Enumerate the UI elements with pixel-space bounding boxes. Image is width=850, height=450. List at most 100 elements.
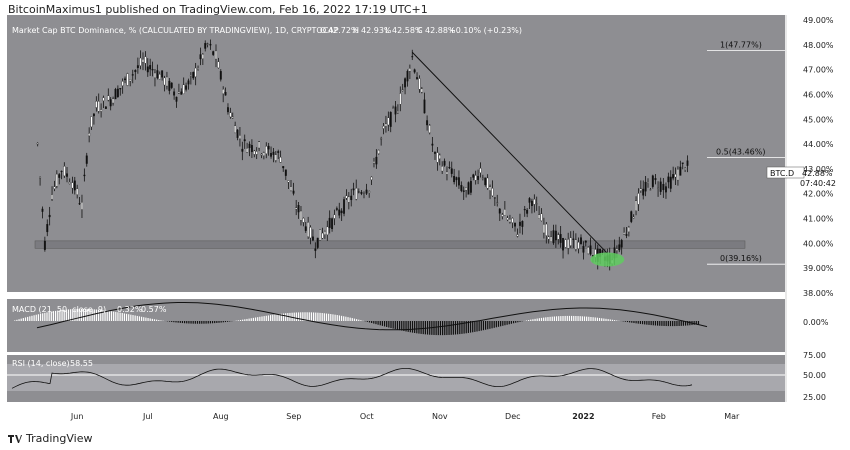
candle-body — [104, 106, 107, 109]
candle-body — [282, 166, 285, 169]
candle-body — [434, 151, 436, 154]
macd-bar — [575, 315, 577, 321]
macd-bar — [571, 315, 573, 321]
macd-bar — [573, 315, 575, 321]
macd-axis-label: 0.00% — [803, 318, 829, 327]
macd-bar — [517, 321, 519, 323]
macd-bar — [633, 321, 635, 324]
macd-bar — [136, 315, 138, 321]
macd-bar — [149, 318, 151, 321]
candle-body — [109, 99, 112, 107]
candle-body — [523, 209, 526, 211]
candle-body — [363, 193, 365, 195]
macd-bar — [252, 317, 254, 321]
candle-body — [222, 89, 225, 94]
candle-body — [270, 153, 272, 157]
macd-bar — [487, 321, 489, 330]
macd-bar — [461, 321, 463, 334]
macd-bar — [682, 321, 684, 326]
macd-bar — [132, 315, 134, 321]
candle-body — [129, 79, 132, 82]
macd-bar — [534, 318, 536, 321]
candle-body — [516, 234, 519, 237]
macd-bar — [366, 321, 368, 322]
macd-bar — [20, 318, 22, 321]
candle-body — [250, 144, 253, 153]
macd-bar — [530, 319, 532, 321]
macd-bar — [457, 321, 459, 335]
macd-bar — [192, 321, 194, 324]
macd-bar — [519, 321, 521, 322]
candle-body — [559, 234, 562, 243]
macd-bar — [390, 321, 392, 329]
candle-body — [360, 191, 363, 194]
macd-bar — [300, 312, 302, 321]
candle-body — [168, 80, 171, 91]
chart-area[interactable]: 1(47.77%) 0.5(43.46%) 0(39.16%) Market Cap… — [7, 15, 845, 425]
macd-bar — [687, 321, 689, 326]
candle-body — [253, 150, 256, 155]
descending-trendline — [411, 51, 608, 254]
candle-body — [81, 202, 83, 210]
macd-bar — [274, 314, 276, 321]
macd-bar — [37, 314, 39, 321]
macd-bar — [375, 321, 377, 325]
price-tag-value: 42.88% — [802, 169, 833, 178]
y-tick-label: 43.00% — [803, 165, 834, 174]
candle-body — [373, 161, 375, 164]
macd-bar — [693, 321, 695, 325]
candle-body — [620, 240, 623, 248]
macd-bar — [360, 320, 362, 321]
macd-panel[interactable] — [7, 299, 785, 352]
y-tick-label: 45.00% — [803, 115, 834, 124]
macd-bar — [646, 321, 648, 325]
candle-body — [584, 240, 587, 243]
candle-body — [399, 93, 402, 105]
candle-body — [102, 97, 105, 101]
candle-body — [234, 125, 237, 134]
candle-body — [158, 74, 161, 80]
macd-bar — [188, 321, 190, 324]
macd-bar — [689, 321, 691, 326]
candle-body — [107, 95, 110, 101]
macd-bar — [564, 315, 566, 321]
macd-bar — [474, 321, 476, 332]
price-panel[interactable] — [7, 15, 785, 292]
macd-bar — [340, 315, 343, 321]
candle-body — [651, 175, 654, 187]
macd-bar — [205, 321, 207, 324]
macd-bar — [411, 321, 414, 333]
price-axis[interactable]: 49.00% 48.00% 47.00% 46.00% 45.00% 44.00% 43.0… — [785, 15, 834, 402]
macd-bar — [203, 321, 205, 324]
macd-bar — [171, 321, 173, 322]
candle-body — [76, 188, 79, 195]
candle-body — [542, 224, 545, 234]
candle-body — [309, 227, 312, 239]
x-tick-label: Jun — [70, 412, 84, 421]
candle-body — [262, 152, 265, 156]
candle-body — [55, 173, 58, 187]
time-axis[interactable]: Jun Jul Aug Sep Oct Nov Dec 2022 Feb Mar — [70, 412, 740, 421]
candle-body — [462, 190, 465, 192]
macd-bar — [179, 321, 181, 323]
macd-bar — [22, 318, 24, 321]
symbol-tag-text: BTC.D — [770, 169, 794, 178]
candle-body — [274, 154, 277, 161]
candle-body — [199, 54, 202, 60]
macd-bar — [315, 312, 317, 321]
macd-bar — [306, 312, 308, 321]
candle-body — [589, 245, 592, 255]
macd-bar — [336, 315, 338, 321]
candle-body — [460, 185, 463, 191]
candlestick-series — [36, 39, 689, 271]
candle-body — [554, 230, 557, 241]
macd-bar — [399, 321, 401, 331]
macd-bar — [59, 310, 61, 321]
chart-svg[interactable]: 1(47.77%) 0.5(43.46%) 0(39.16%) Market Cap… — [7, 15, 845, 425]
macd-bar — [106, 310, 108, 321]
macd-bar — [110, 311, 113, 321]
macd-bar — [560, 316, 562, 321]
candle-body — [146, 66, 149, 73]
fib-label: 0.5(43.46%) — [716, 147, 765, 156]
macd-bar — [680, 321, 682, 326]
